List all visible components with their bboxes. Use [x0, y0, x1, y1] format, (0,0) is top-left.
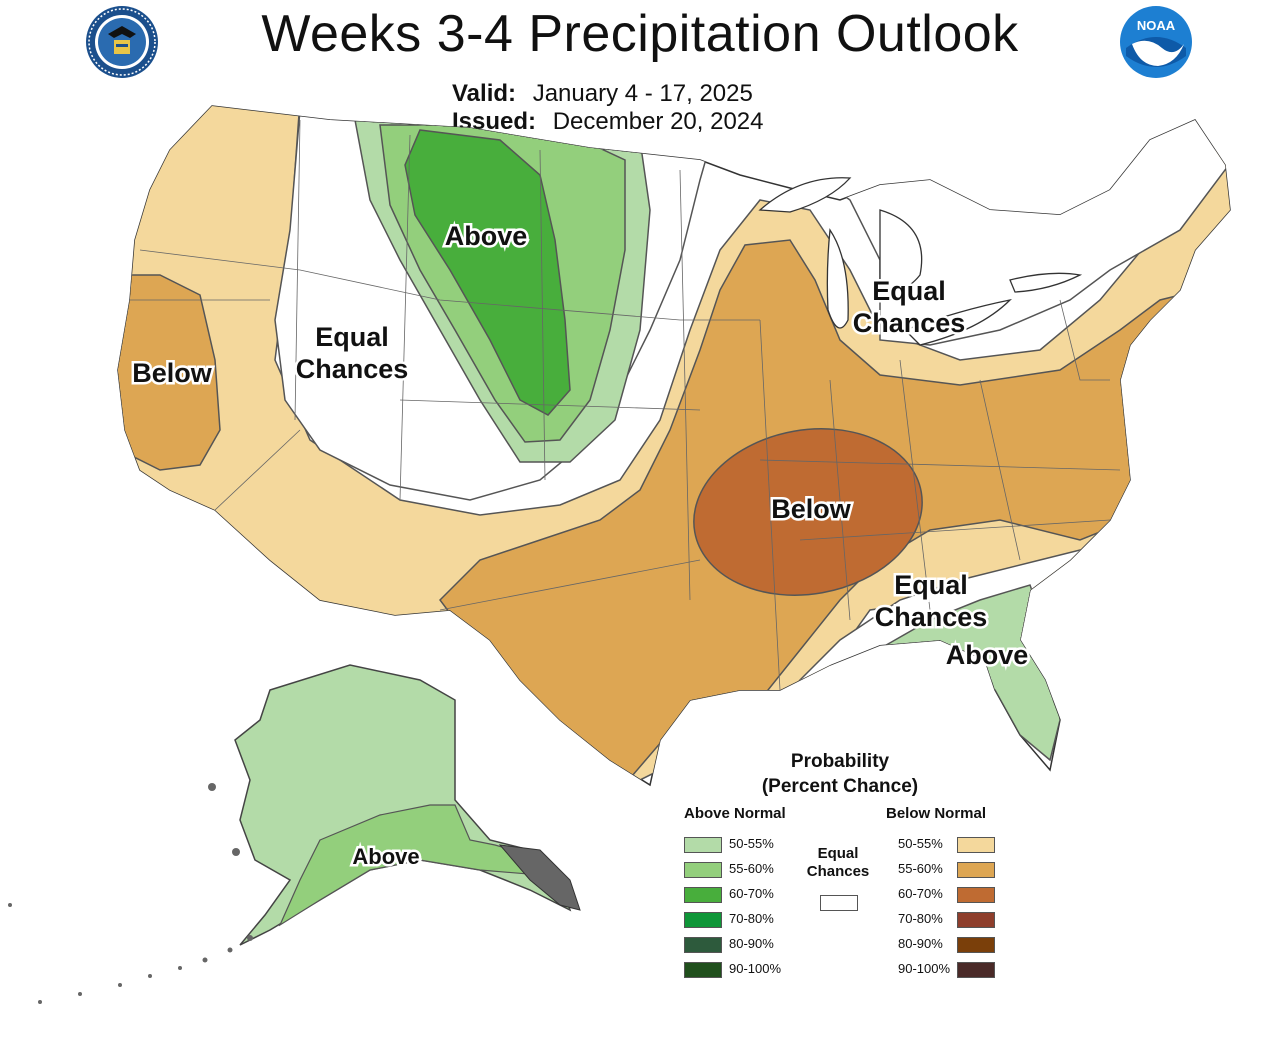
legend-above-label: 60-70% [729, 886, 774, 901]
noaa-logo-icon: NOAA [1120, 6, 1192, 78]
legend-below-label: 50-55% [898, 836, 943, 851]
commerce-seal-icon [86, 6, 158, 78]
label-great-lakes-line1: Equal [872, 276, 946, 306]
below-60-70-region [693, 428, 923, 596]
alaska-panhandle [498, 844, 581, 911]
legend-above-swatch [684, 837, 722, 853]
legend-below-swatch [957, 862, 995, 878]
legend-below-swatch [957, 962, 995, 978]
label-alaska: Above [352, 844, 419, 869]
alaska-islands [8, 783, 253, 1004]
valid-label: Valid: [452, 80, 517, 107]
legend-above-swatch [684, 887, 722, 903]
legend-below-label: 60-70% [898, 886, 943, 901]
legend-below-header: Below Normal [886, 805, 987, 822]
label-mountain-west-line2: Chances [296, 354, 409, 384]
valid-value: January 4 - 17, 2025 [532, 80, 753, 107]
valid-line: Valid: January 4 - 17, 2025 [452, 80, 753, 108]
label-southeast-line1: Equal [894, 570, 968, 600]
legend-below-label: 55-60% [898, 861, 943, 876]
legend-below-label: 70-80% [898, 911, 943, 926]
legend-above-swatch [684, 912, 722, 928]
legend-equal-swatch [820, 895, 858, 911]
legend-below-label: 90-100% [898, 961, 951, 976]
legend-below-swatch [957, 837, 995, 853]
label-north-plains: Above [445, 221, 528, 251]
label-mid-south: Below [771, 494, 852, 524]
label-southeast-line2: Chances [875, 602, 988, 632]
legend-equal-line2: Chances [806, 863, 870, 880]
issued-value: December 20, 2024 [552, 108, 764, 135]
legend-above-swatch [684, 862, 722, 878]
below-55-60-west [118, 274, 221, 471]
legend-above-swatch [684, 937, 722, 953]
legend-above-header: Above Normal [684, 805, 786, 822]
legend-equal-line1: Equal [817, 845, 859, 862]
legend-above-label: 90-100% [729, 961, 782, 976]
legend-below-swatch [957, 887, 995, 903]
map-title: Weeks 3-4 Precipitation Outlook [261, 5, 1019, 63]
legend-above-label: 80-90% [729, 936, 774, 951]
alaska-land [234, 664, 572, 946]
legend-above-swatch [684, 962, 722, 978]
label-great-lakes-line2: Chances [853, 308, 966, 338]
label-west-coast: Below [132, 358, 213, 388]
state-borders [130, 119, 1121, 691]
legend-above-label: 55-60% [729, 861, 774, 876]
label-florida-georgia: Above [946, 640, 1029, 670]
legend-below-swatch [957, 937, 995, 953]
legend-below-swatch [957, 912, 995, 928]
legend-title-line1: Probability [790, 751, 890, 772]
great-lakes [758, 177, 1083, 346]
legend-title-line2: (Percent Chance) [761, 776, 919, 797]
legend-below-label: 80-90% [898, 936, 943, 951]
label-mountain-west-line1: Equal [315, 322, 389, 352]
legend-above-label: 50-55% [729, 836, 774, 851]
legend-above-label: 70-80% [729, 911, 774, 926]
noaa-logo-text: NOAA [1137, 18, 1176, 33]
